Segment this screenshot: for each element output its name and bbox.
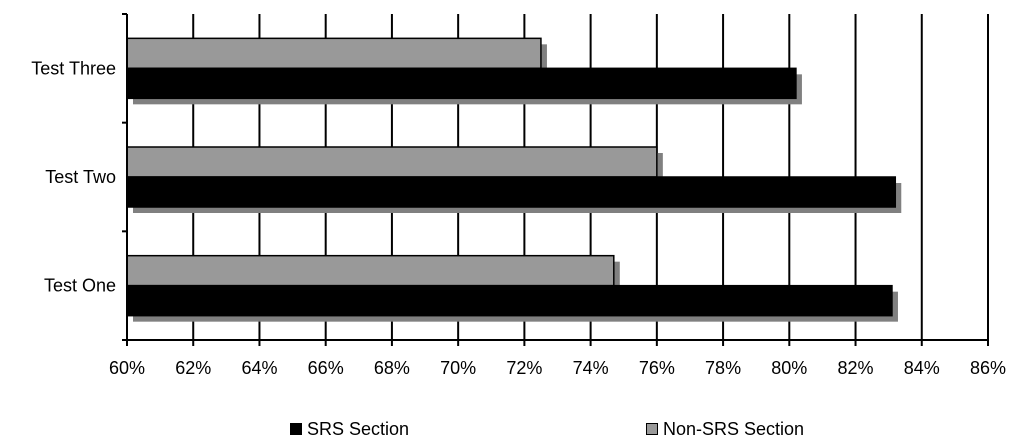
bar-srs [126, 176, 897, 208]
x-tick-label: 68% [374, 358, 410, 378]
legend-swatch-non-srs [646, 423, 658, 435]
x-tick-label: 86% [970, 358, 1006, 378]
x-tick-label: 76% [639, 358, 675, 378]
bar-chart: 60% 62% 64% 66% 68% 70% 72% 74% 76% 78% 80% 82% 84% 8… [31, 13, 1006, 378]
x-tick-label: 60% [109, 358, 145, 378]
y-category-label: Test Three [31, 58, 116, 78]
x-tick-label: 78% [705, 358, 741, 378]
x-tick-label: 84% [904, 358, 940, 378]
x-tick-label: 82% [838, 358, 874, 378]
legend-item-non-srs: Non-SRS Section [646, 418, 804, 440]
bar-non-srs [126, 254, 615, 287]
bar-srs [126, 284, 893, 317]
x-tick-label: 62% [175, 358, 211, 378]
legend-swatch-srs [290, 423, 302, 435]
legend-label-srs: SRS Section [307, 418, 410, 439]
x-tick-label: 72% [506, 358, 542, 378]
bar-non-srs [126, 146, 658, 178]
y-category-label: Test Two [45, 167, 116, 187]
x-tick-label: 74% [573, 358, 609, 378]
legend-item-srs: SRS Section [290, 418, 409, 440]
bar-non-srs [126, 37, 542, 70]
x-tick-label: 64% [241, 358, 277, 378]
legend-label-non-srs: Non-SRS Section [663, 418, 805, 439]
x-tick-label: 70% [440, 358, 476, 378]
bar-srs [126, 67, 797, 100]
x-tick-label: 80% [771, 358, 807, 378]
x-tick-label: 66% [308, 358, 344, 378]
y-category-label: Test One [44, 276, 116, 296]
